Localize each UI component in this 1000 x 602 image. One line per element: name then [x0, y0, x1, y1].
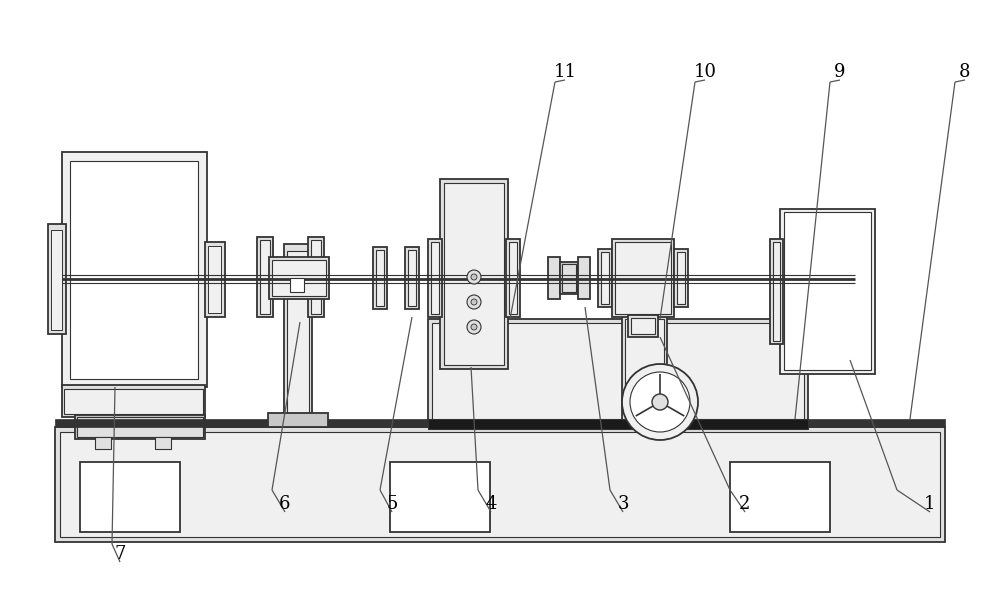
Bar: [612, 239, 674, 317]
Bar: [48, 224, 66, 334]
Circle shape: [471, 299, 477, 305]
Text: 8: 8: [959, 63, 971, 81]
Bar: [562, 264, 576, 292]
Text: 6: 6: [279, 495, 291, 513]
Bar: [257, 237, 273, 317]
Bar: [615, 242, 671, 314]
Bar: [428, 239, 442, 317]
Bar: [506, 239, 520, 317]
Bar: [405, 247, 419, 309]
Text: 1: 1: [924, 495, 936, 513]
Text: 5: 5: [386, 495, 398, 513]
Bar: [80, 462, 180, 532]
Text: 3: 3: [617, 495, 629, 513]
Text: 4: 4: [485, 495, 497, 513]
Bar: [205, 242, 225, 317]
Bar: [444, 183, 504, 365]
Bar: [674, 249, 688, 307]
Circle shape: [471, 274, 477, 280]
Bar: [64, 389, 203, 414]
Bar: [625, 319, 664, 419]
Circle shape: [654, 396, 666, 408]
Circle shape: [467, 295, 481, 309]
Bar: [390, 462, 490, 532]
Bar: [62, 152, 207, 387]
Circle shape: [467, 320, 481, 334]
Bar: [269, 257, 329, 299]
Bar: [62, 385, 205, 417]
Circle shape: [622, 364, 698, 440]
Bar: [677, 252, 685, 304]
Bar: [780, 209, 875, 374]
Bar: [208, 246, 221, 313]
Text: 10: 10: [694, 63, 716, 81]
Bar: [548, 257, 560, 299]
Bar: [560, 262, 578, 294]
Bar: [428, 419, 808, 429]
Bar: [284, 244, 312, 419]
Bar: [51, 230, 62, 330]
Bar: [77, 417, 203, 437]
Bar: [268, 413, 328, 427]
Bar: [730, 462, 830, 532]
Bar: [290, 278, 304, 292]
Bar: [95, 437, 111, 449]
Bar: [773, 242, 780, 341]
Circle shape: [467, 270, 481, 284]
Bar: [308, 237, 324, 317]
Bar: [311, 240, 321, 314]
Bar: [55, 419, 945, 427]
Circle shape: [630, 372, 690, 432]
Bar: [631, 318, 655, 334]
Circle shape: [471, 324, 477, 330]
Bar: [428, 319, 808, 424]
Bar: [75, 415, 205, 439]
Bar: [60, 432, 940, 537]
Bar: [578, 257, 590, 299]
Bar: [55, 427, 945, 542]
Bar: [622, 315, 667, 422]
Bar: [260, 240, 270, 314]
Bar: [432, 323, 804, 421]
Circle shape: [652, 394, 668, 410]
Bar: [784, 212, 871, 370]
Text: 2: 2: [739, 495, 751, 513]
Text: 11: 11: [554, 63, 576, 81]
Bar: [287, 251, 309, 416]
Bar: [601, 252, 609, 304]
Bar: [628, 315, 658, 337]
Bar: [440, 179, 508, 369]
Bar: [408, 250, 416, 306]
Bar: [272, 260, 326, 296]
Bar: [70, 161, 198, 379]
Text: 9: 9: [834, 63, 846, 81]
Bar: [373, 247, 387, 309]
Bar: [509, 242, 517, 314]
Bar: [376, 250, 384, 306]
Bar: [770, 239, 783, 344]
Bar: [155, 437, 171, 449]
Bar: [598, 249, 612, 307]
Text: 7: 7: [114, 545, 126, 563]
Bar: [431, 242, 439, 314]
